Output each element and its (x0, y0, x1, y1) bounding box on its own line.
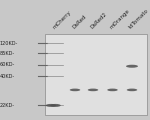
Ellipse shape (126, 65, 138, 68)
Text: DsRed: DsRed (71, 14, 87, 30)
Text: mCherry: mCherry (52, 10, 72, 30)
Text: 60KD-: 60KD- (0, 62, 15, 67)
Text: 120KD-: 120KD- (0, 41, 18, 46)
Ellipse shape (50, 104, 61, 107)
Text: mOrange: mOrange (109, 8, 131, 30)
FancyBboxPatch shape (45, 34, 147, 115)
Text: tdTomato: tdTomato (128, 8, 150, 30)
Text: 85KD-: 85KD- (0, 51, 15, 56)
Text: DsRed2: DsRed2 (89, 12, 108, 30)
Ellipse shape (46, 104, 56, 107)
Ellipse shape (88, 89, 98, 91)
Ellipse shape (70, 89, 80, 91)
Text: 40KD-: 40KD- (0, 74, 15, 78)
Text: 22KD-: 22KD- (0, 103, 15, 108)
Ellipse shape (127, 89, 137, 91)
Ellipse shape (107, 89, 118, 91)
